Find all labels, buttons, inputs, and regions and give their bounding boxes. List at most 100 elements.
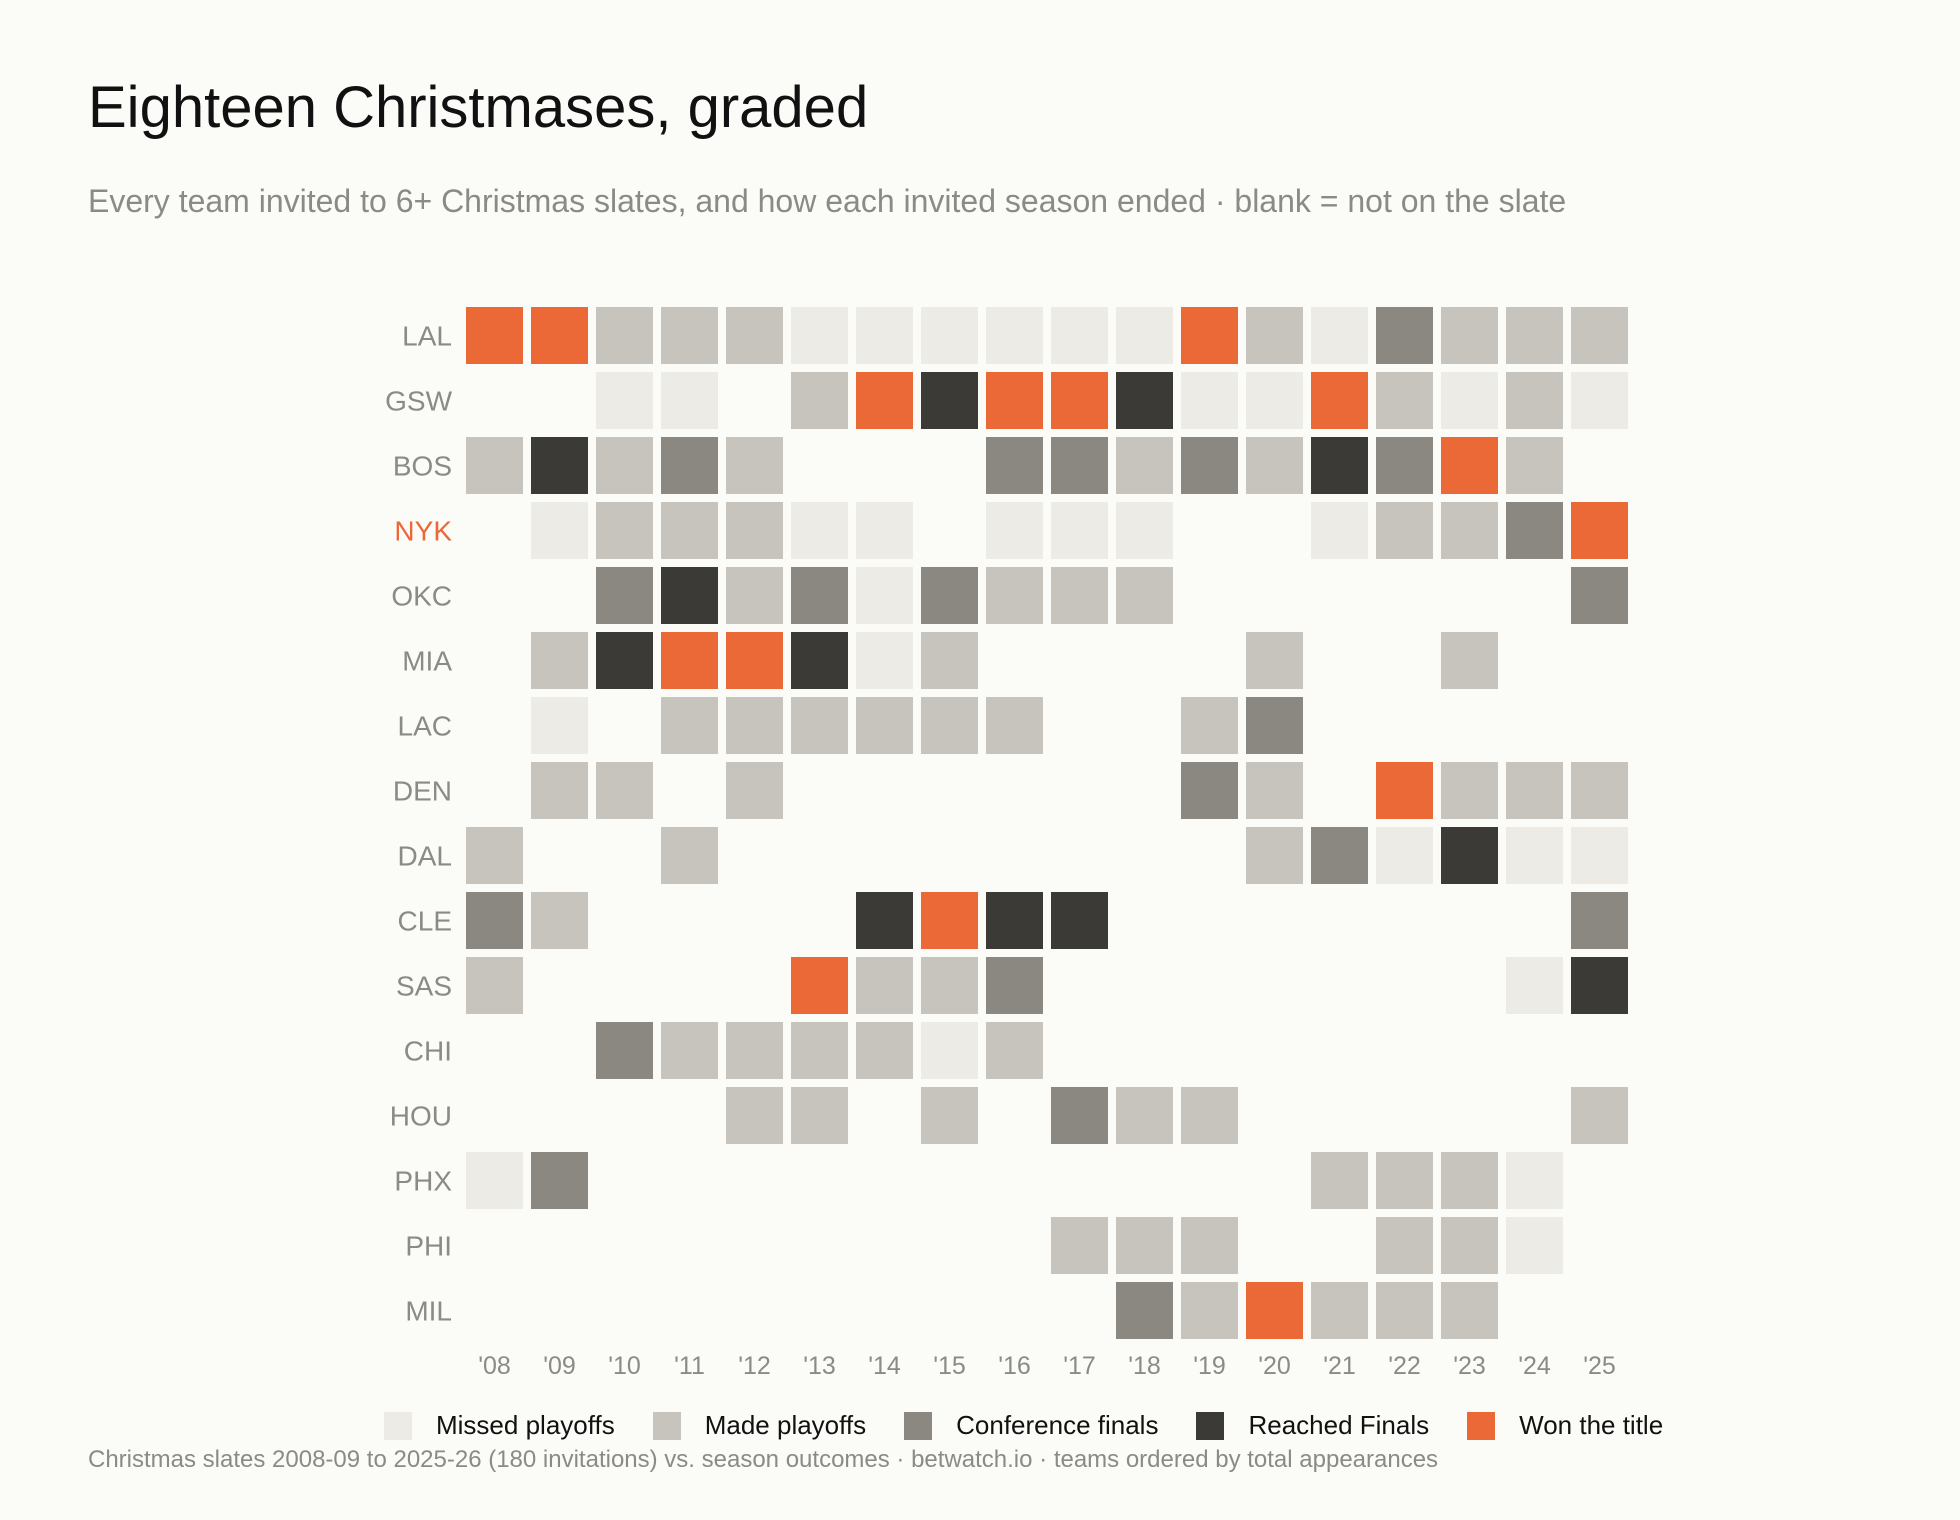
cell-mil-21 <box>1311 1282 1368 1339</box>
legend-label: Conference finals <box>956 1410 1159 1440</box>
row-label-lac: LAC <box>398 711 452 742</box>
cell-bos-10 <box>596 437 653 494</box>
cell-sas-14 <box>856 957 913 1014</box>
cell-gsw-23 <box>1441 372 1498 429</box>
cell-okc-16 <box>986 567 1043 624</box>
cell-hou-19 <box>1181 1087 1238 1144</box>
cell-lal-20 <box>1246 307 1303 364</box>
cell-bos-24 <box>1506 437 1563 494</box>
cell-sas-13 <box>791 957 848 1014</box>
row-label-phx: PHX <box>394 1166 452 1197</box>
cell-sas-24 <box>1506 957 1563 1014</box>
cell-phi-24 <box>1506 1217 1563 1274</box>
cell-phi-18 <box>1116 1217 1173 1274</box>
cell-bos-20 <box>1246 437 1303 494</box>
cell-lal-22 <box>1376 307 1433 364</box>
cell-hou-18 <box>1116 1087 1173 1144</box>
cell-chi-14 <box>856 1022 913 1079</box>
cell-den-25 <box>1571 762 1628 819</box>
legend-item-finals: Reached Finals <box>1196 1410 1429 1441</box>
legend-item-won: Won the title <box>1467 1410 1663 1441</box>
cell-cle-15 <box>921 892 978 949</box>
cell-lac-11 <box>661 697 718 754</box>
cell-gsw-15 <box>921 372 978 429</box>
cell-cle-08 <box>466 892 523 949</box>
legend-label: Missed playoffs <box>436 1410 615 1440</box>
cell-phx-09 <box>531 1152 588 1209</box>
cell-mia-09 <box>531 632 588 689</box>
cell-cle-17 <box>1051 892 1108 949</box>
cell-gsw-10 <box>596 372 653 429</box>
cell-dal-25 <box>1571 827 1628 884</box>
cell-mil-18 <box>1116 1282 1173 1339</box>
cell-phi-23 <box>1441 1217 1498 1274</box>
x-tick-label: '11 <box>674 1352 705 1380</box>
cell-mia-13 <box>791 632 848 689</box>
cell-nyk-17 <box>1051 502 1108 559</box>
cell-gsw-18 <box>1116 372 1173 429</box>
legend-swatch-made <box>652 1411 681 1440</box>
cell-sas-16 <box>986 957 1043 1014</box>
cell-lal-10 <box>596 307 653 364</box>
cell-bos-09 <box>531 437 588 494</box>
cell-dal-11 <box>661 827 718 884</box>
legend-swatch-won <box>1467 1411 1496 1440</box>
cell-gsw-24 <box>1506 372 1563 429</box>
row-label-chi: CHI <box>404 1036 452 1067</box>
cell-lal-17 <box>1051 307 1108 364</box>
cell-okc-10 <box>596 567 653 624</box>
cell-den-09 <box>531 762 588 819</box>
cell-gsw-13 <box>791 372 848 429</box>
cell-chi-15 <box>921 1022 978 1079</box>
cell-lal-24 <box>1506 307 1563 364</box>
cell-phi-17 <box>1051 1217 1108 1274</box>
cell-cle-14 <box>856 892 913 949</box>
cell-lac-12 <box>726 697 783 754</box>
cell-okc-17 <box>1051 567 1108 624</box>
x-tick-label: '16 <box>998 1352 1031 1380</box>
row-label-okc: OKC <box>391 581 452 612</box>
cell-nyk-22 <box>1376 502 1433 559</box>
cell-phi-22 <box>1376 1217 1433 1274</box>
cell-lal-23 <box>1441 307 1498 364</box>
legend-swatch-missed <box>384 1411 412 1440</box>
x-tick-label: '18 <box>1128 1352 1161 1380</box>
legend-item-missed: Missed playoffs <box>384 1410 615 1441</box>
x-tick-label: '19 <box>1193 1352 1226 1380</box>
legend-label: Reached Finals <box>1248 1410 1430 1440</box>
cell-dal-20 <box>1246 827 1303 884</box>
row-label-mil: MIL <box>405 1296 452 1327</box>
row-label-den: DEN <box>393 776 452 807</box>
cell-bos-12 <box>726 437 783 494</box>
cell-phx-24 <box>1506 1152 1563 1209</box>
cell-okc-13 <box>791 567 848 624</box>
cell-sas-15 <box>921 957 978 1014</box>
legend-item-made: Made playoffs <box>652 1410 866 1441</box>
cell-hou-13 <box>791 1087 848 1144</box>
cell-phx-23 <box>1441 1152 1498 1209</box>
cell-dal-23 <box>1441 827 1498 884</box>
cell-phx-21 <box>1311 1152 1368 1209</box>
x-tick-label: '17 <box>1063 1352 1096 1380</box>
cell-gsw-16 <box>986 372 1043 429</box>
x-tick-label: '20 <box>1258 1352 1291 1380</box>
cell-mia-10 <box>596 632 653 689</box>
cell-bos-23 <box>1441 437 1498 494</box>
cell-mil-23 <box>1441 1282 1498 1339</box>
cell-den-24 <box>1506 762 1563 819</box>
cell-hou-12 <box>726 1087 783 1144</box>
cell-mia-23 <box>1441 632 1498 689</box>
cell-lac-15 <box>921 697 978 754</box>
cell-nyk-11 <box>661 502 718 559</box>
cell-lal-13 <box>791 307 848 364</box>
cell-lal-08 <box>466 307 523 364</box>
chart-subtitle: Every team invited to 6+ Christmas slate… <box>88 183 1567 219</box>
cell-nyk-09 <box>531 502 588 559</box>
cell-lal-21 <box>1311 307 1368 364</box>
x-tick-label: '15 <box>933 1352 966 1380</box>
cell-hou-25 <box>1571 1087 1628 1144</box>
cell-gsw-20 <box>1246 372 1303 429</box>
cell-nyk-23 <box>1441 502 1498 559</box>
cell-lac-19 <box>1181 697 1238 754</box>
cell-den-19 <box>1181 762 1238 819</box>
